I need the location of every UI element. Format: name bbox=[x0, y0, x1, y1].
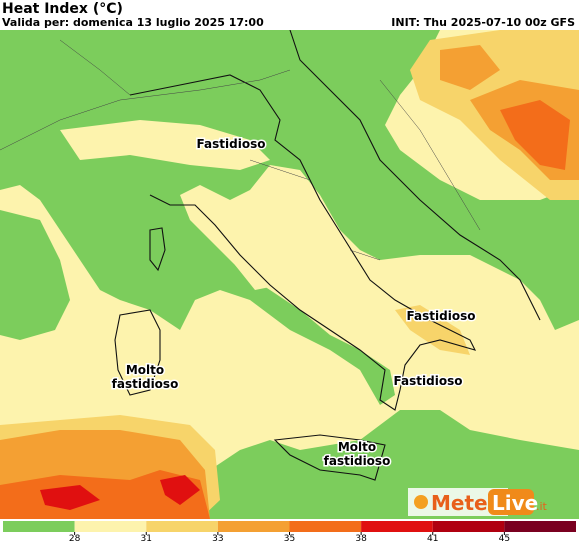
colorbar-tick-label: 28 bbox=[69, 534, 81, 541]
logo-tld: .it bbox=[536, 500, 548, 513]
valid-time: Valida per: domenica 13 luglio 2025 17:0… bbox=[2, 16, 264, 29]
colorbar-tick-label: 45 bbox=[499, 534, 510, 541]
comfort-label: Molto fastidioso bbox=[324, 440, 391, 468]
comfort-label: Fastidioso bbox=[197, 137, 266, 151]
colorbar-tick-label: 41 bbox=[427, 534, 438, 541]
labels: Fastidioso Fastidioso Fastidioso Molto fasti… bbox=[110, 136, 477, 470]
colorbar-segment bbox=[361, 521, 433, 532]
map bbox=[0, 30, 579, 519]
colorbar-segment bbox=[146, 521, 218, 532]
logo-live: Live bbox=[492, 491, 538, 515]
colorbar-segment bbox=[3, 521, 75, 532]
logo-sun bbox=[414, 495, 428, 509]
logo: Meteo Live .it bbox=[408, 488, 548, 516]
colorbar-segment bbox=[289, 521, 362, 532]
colorbar-tick-label: 38 bbox=[355, 534, 367, 541]
title: Heat Index (°C) bbox=[2, 1, 123, 17]
colorbar-tick-label: 31 bbox=[141, 534, 152, 541]
comfort-label: Fastidioso bbox=[407, 309, 476, 323]
init-time: INIT: Thu 2025-07-10 00z GFS bbox=[391, 16, 575, 29]
colorbar-segment bbox=[504, 521, 576, 532]
colorbar-tick-label: 35 bbox=[284, 534, 295, 541]
colorbar-tick-label: 33 bbox=[212, 534, 223, 541]
colorbar-segment bbox=[74, 521, 147, 532]
comfort-label: Molto fastidioso bbox=[112, 363, 179, 391]
comfort-label: Fastidioso bbox=[394, 374, 463, 388]
colorbar-segment bbox=[217, 521, 290, 532]
colorbar: 28 31 33 35 38 41 45 bbox=[3, 521, 576, 541]
colorbar-segment bbox=[432, 521, 505, 532]
